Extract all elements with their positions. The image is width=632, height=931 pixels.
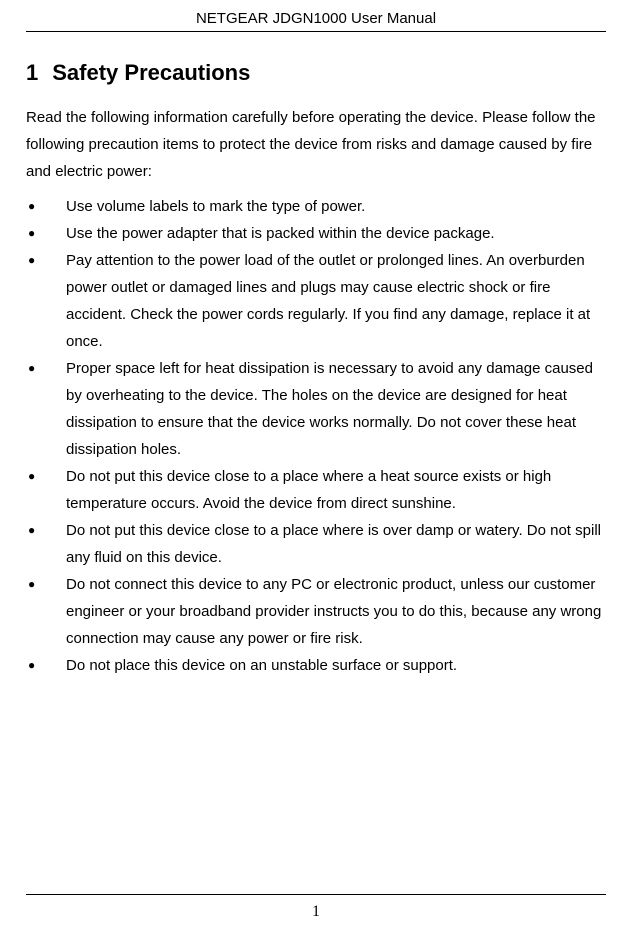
list-item: Pay attention to the power load of the o… bbox=[26, 247, 606, 355]
list-item-text: Proper space left for heat dissipation i… bbox=[66, 360, 593, 458]
section-number: 1 bbox=[26, 60, 38, 86]
list-item: Do not place this device on an unstable … bbox=[26, 652, 606, 679]
list-item-text: Do not put this device close to a place … bbox=[66, 522, 601, 566]
bullet-list: Use volume labels to mark the type of po… bbox=[26, 193, 606, 679]
list-item-text: Do not connect this device to any PC or … bbox=[66, 576, 601, 647]
footer-rule bbox=[26, 894, 606, 895]
list-item-text: Pay attention to the power load of the o… bbox=[66, 252, 590, 350]
list-item-text: Do not place this device on an unstable … bbox=[66, 657, 457, 674]
list-item: Use volume labels to mark the type of po… bbox=[26, 193, 606, 220]
list-item: Use the power adapter that is packed wit… bbox=[26, 220, 606, 247]
list-item: Proper space left for heat dissipation i… bbox=[26, 355, 606, 463]
page: NETGEAR JDGN1000 User Manual 1 Safety Pre… bbox=[0, 0, 632, 931]
list-item-text: Use volume labels to mark the type of po… bbox=[66, 198, 365, 215]
section-title: Safety Precautions bbox=[52, 60, 250, 85]
section-heading: 1 Safety Precautions bbox=[26, 60, 606, 86]
header-rule bbox=[26, 31, 606, 32]
list-item: Do not put this device close to a place … bbox=[26, 517, 606, 571]
list-item: Do not connect this device to any PC or … bbox=[26, 571, 606, 652]
intro-paragraph: Read the following information carefully… bbox=[26, 104, 606, 185]
list-item: Do not put this device close to a place … bbox=[26, 463, 606, 517]
list-item-text: Do not put this device close to a place … bbox=[66, 468, 551, 512]
page-number: 1 bbox=[0, 903, 632, 921]
header-title: NETGEAR JDGN1000 User Manual bbox=[26, 0, 606, 31]
list-item-text: Use the power adapter that is packed wit… bbox=[66, 225, 495, 242]
